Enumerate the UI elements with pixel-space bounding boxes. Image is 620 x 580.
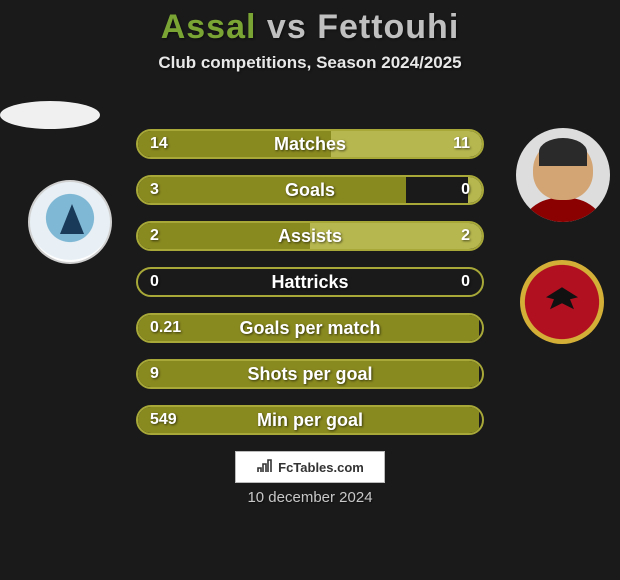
stat-value-left: 9 (150, 361, 159, 387)
stat-label: Matches (138, 131, 482, 157)
stat-value-left: 549 (150, 407, 177, 433)
stat-value-right: 0 (461, 177, 470, 203)
stat-value-left: 0 (150, 269, 159, 295)
stat-value-left: 2 (150, 223, 159, 249)
watermark-text: FcTables.com (278, 460, 364, 475)
stat-row: Shots per goal9 (136, 359, 484, 389)
stat-row: Goals per match0.21 (136, 313, 484, 343)
date-text: 10 december 2024 (0, 489, 620, 506)
stat-value-left: 0.21 (150, 315, 181, 341)
stat-value-right: 0 (461, 269, 470, 295)
stat-value-left: 3 (150, 177, 159, 203)
stat-label: Goals (138, 177, 482, 203)
player2-name: Fettouhi (317, 8, 459, 46)
stat-row: Min per goal549 (136, 405, 484, 435)
stat-row: Assists2 2 (136, 221, 484, 251)
stat-label: Min per goal (138, 407, 482, 433)
stat-label: Goals per match (138, 315, 482, 341)
stat-label: Assists (138, 223, 482, 249)
watermark: FcTables.com (235, 451, 385, 483)
stat-label: Hattricks (138, 269, 482, 295)
stat-row: Goals3 0 (136, 175, 484, 205)
stat-value-right: 2 (461, 223, 470, 249)
stat-value-right: 11 (453, 131, 470, 157)
title-vs: vs (267, 8, 307, 46)
chart-icon (256, 458, 274, 476)
stats-list: Matches1411Goals30Assists22Hattricks00Go… (0, 129, 620, 435)
comparison-card: Assal vs Fettouhi Club competitions, Sea… (0, 0, 620, 580)
stat-row: Hattricks0 0 (136, 267, 484, 297)
stat-row: Matches14 11 (136, 129, 484, 159)
page-title: Assal vs Fettouhi (0, 8, 620, 47)
stat-value-left: 14 (150, 131, 168, 157)
player1-avatar-placeholder (0, 101, 100, 129)
player1-name: Assal (161, 8, 257, 46)
subtitle: Club competitions, Season 2024/2025 (0, 53, 620, 73)
stat-label: Shots per goal (138, 361, 482, 387)
